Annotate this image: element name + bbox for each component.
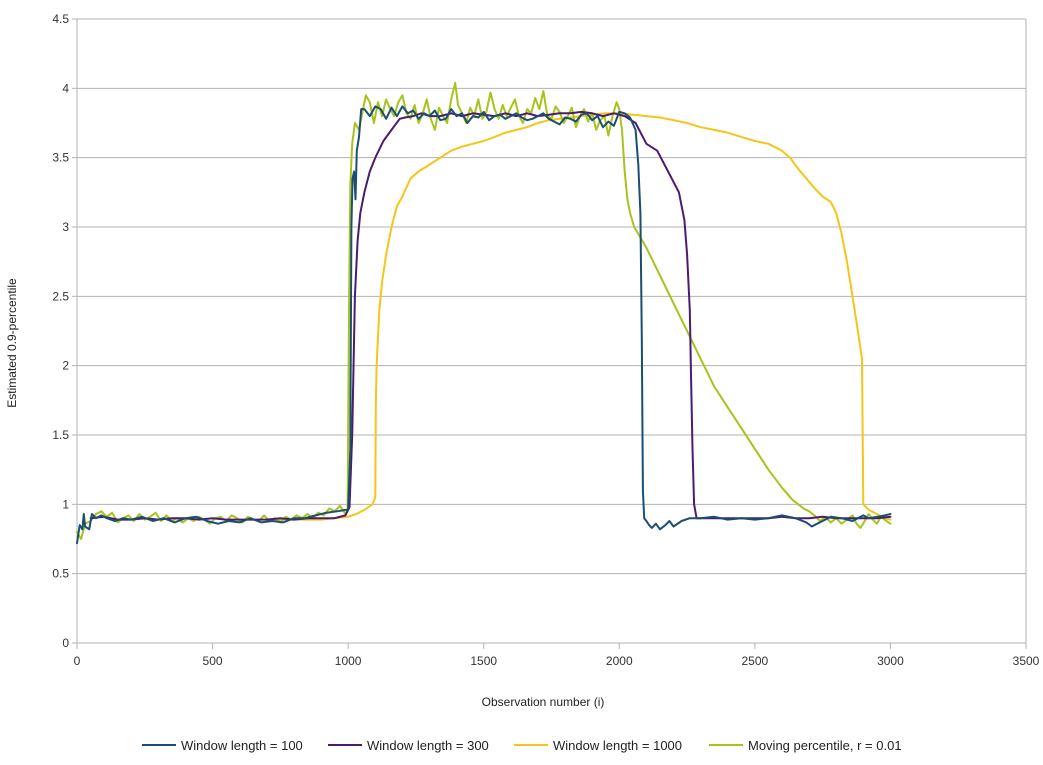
- y-tick-labels: 0 0.5 1 1.5 2 2.5 3 3.5 4 4.5: [52, 12, 69, 650]
- x-tick-labels: 0 500 1000 1500 2000 2500 3000 3500: [74, 654, 1040, 668]
- series-line-2: [89, 110, 892, 521]
- x-tick-label: 2500: [742, 654, 769, 668]
- axes: [72, 18, 1027, 649]
- y-tick-label: 1: [62, 497, 69, 511]
- x-tick-label: 2000: [606, 654, 633, 668]
- y-tick-label: 1.5: [52, 428, 69, 442]
- y-tick-label: 3.5: [52, 151, 69, 165]
- x-tick-label: 1500: [470, 654, 497, 668]
- y-tick-label: 4: [62, 81, 69, 95]
- y-axis-title: Estimated 0.9-percentile: [5, 278, 19, 408]
- x-tick-label: 500: [203, 654, 223, 668]
- x-tick-label: 3500: [1013, 654, 1040, 668]
- x-axis-title: Observation number (i): [482, 695, 605, 709]
- legend-entry: Window length = 1000: [553, 738, 682, 753]
- y-tick-label: 2: [62, 359, 69, 373]
- grid-lines: [77, 18, 1026, 644]
- x-tick-label: 3000: [877, 654, 904, 668]
- legend: Window length = 100 Window length = 300 Wi…: [142, 738, 902, 753]
- series-line-4: [76, 81, 892, 540]
- x-tick-label: 0: [74, 654, 81, 668]
- series-line-1: [76, 105, 892, 545]
- series-line-3: [265, 112, 892, 521]
- legend-entry: Window length = 100: [181, 738, 303, 753]
- y-tick-label: 4.5: [52, 12, 69, 26]
- y-tick-label: 0.5: [52, 567, 69, 581]
- legend-entry: Window length = 300: [367, 738, 489, 753]
- x-tick-label: 1000: [335, 654, 362, 668]
- y-tick-label: 0: [62, 636, 69, 650]
- y-tick-label: 3: [62, 220, 69, 234]
- y-tick-label: 2.5: [52, 289, 69, 303]
- plot-area: [76, 81, 892, 545]
- legend-entry: Moving percentile, r = 0.01: [748, 738, 902, 753]
